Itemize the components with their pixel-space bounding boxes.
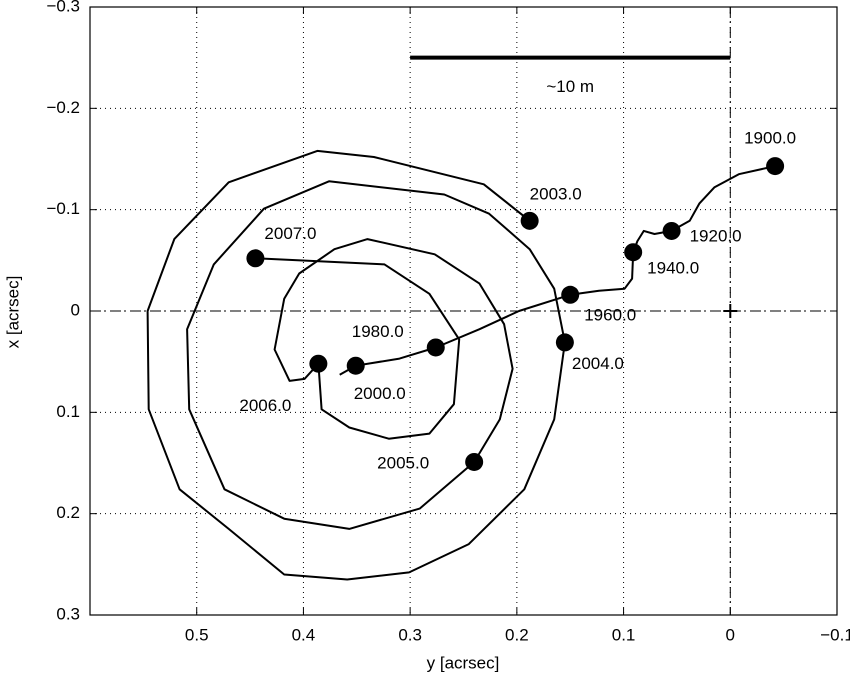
x-tick-label: 0	[726, 625, 735, 644]
y-tick-label: 0	[71, 300, 80, 319]
epoch-marker	[346, 356, 365, 375]
x-tick-label: 0.2	[505, 625, 529, 644]
epoch-label: 1920.0	[690, 226, 742, 245]
epoch-label: 2005.0	[377, 453, 429, 472]
plot-frame	[89, 6, 838, 616]
track-line	[146, 149, 776, 581]
x-axis-label: y [acrsec]	[427, 653, 500, 672]
y-axis-label: x [acrsec]	[3, 276, 22, 349]
y-tick-label: −0.2	[46, 98, 80, 117]
x-tick-label: 0.4	[292, 625, 316, 644]
epoch-marker	[555, 333, 574, 352]
epoch-label: 2006.0	[239, 396, 291, 415]
y-tick-label: 0.1	[56, 402, 80, 421]
x-tick-label: 0.5	[185, 625, 209, 644]
epoch-label: 2000.0	[354, 384, 406, 403]
x-tick-label: −0.1	[820, 625, 850, 644]
scale-bar-label: ~10 m	[546, 77, 594, 96]
x-tick-label: 0.3	[398, 625, 422, 644]
y-tick-label: −0.1	[46, 199, 80, 218]
epoch-marker	[426, 338, 445, 357]
y-tick-label: 0.2	[56, 503, 80, 522]
epoch-marker	[246, 249, 265, 268]
epoch-label: 1940.0	[647, 259, 699, 278]
epoch-label: 2003.0	[530, 184, 582, 203]
epoch-label: 2007.0	[264, 224, 316, 243]
epoch-label: 2004.0	[572, 354, 624, 373]
origin-cross	[723, 304, 738, 318]
epoch-marker	[662, 221, 681, 240]
x-tick-label: 0.1	[612, 625, 636, 644]
epoch-marker	[309, 354, 328, 373]
epoch-label: 1960.0	[584, 305, 636, 324]
epoch-marker	[624, 243, 643, 262]
epoch-marker	[465, 452, 484, 471]
epoch-label: 1980.0	[352, 322, 404, 341]
y-tick-label: 0.3	[56, 604, 80, 623]
y-tick-label: −0.3	[46, 0, 80, 15]
epoch-marker	[766, 157, 785, 176]
epoch-marker	[520, 211, 539, 230]
epoch-label: 1900.0	[744, 129, 796, 148]
epoch-marker	[561, 285, 580, 304]
